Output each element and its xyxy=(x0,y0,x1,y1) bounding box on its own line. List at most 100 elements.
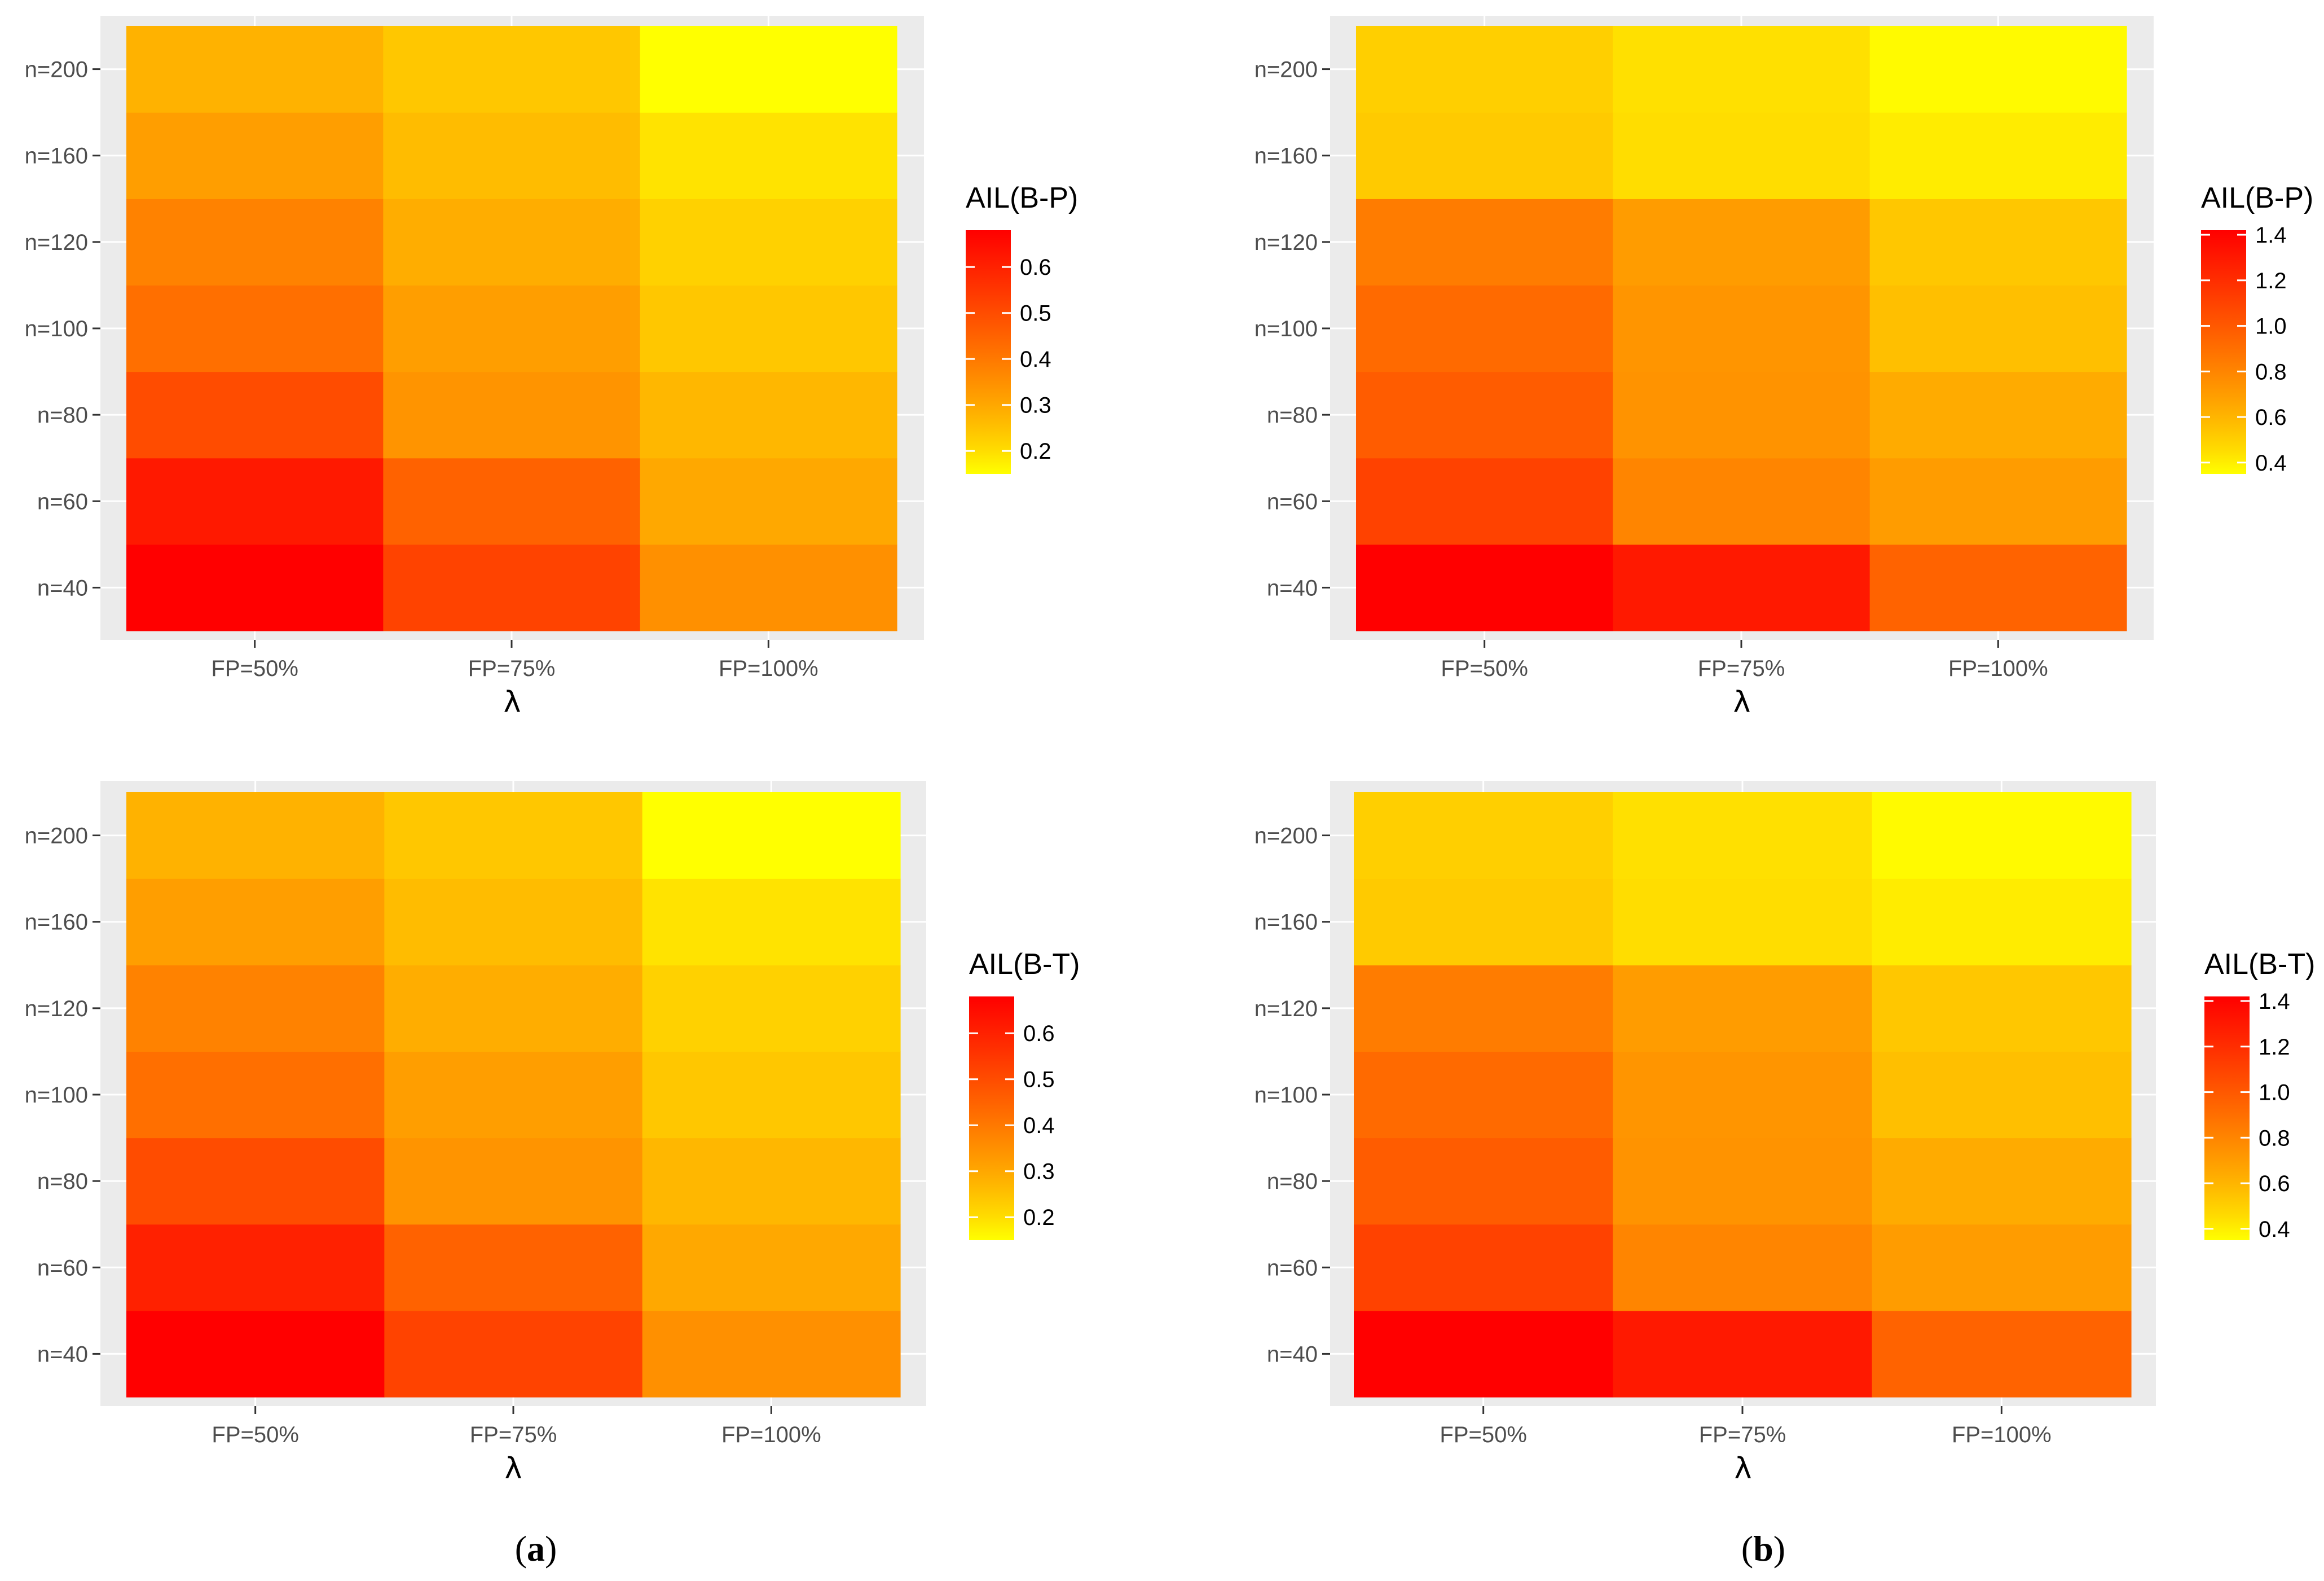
heatmap-tile xyxy=(126,371,384,459)
legend-tick-label: 0.2 xyxy=(1020,439,1051,464)
legend-tick-label: 0.5 xyxy=(1023,1068,1055,1092)
legend-tick-label: 1.0 xyxy=(2255,314,2287,339)
legend-tick-label: 0.4 xyxy=(2259,1217,2290,1242)
x-tick-label: FP=75% xyxy=(1698,656,1785,681)
heatmap-tile xyxy=(640,371,897,459)
heatmap-tile xyxy=(642,1310,901,1398)
y-tick-label: n=100 xyxy=(1255,317,1318,341)
heatmap-tile xyxy=(642,1224,901,1311)
heatmap-tile xyxy=(383,285,641,372)
legend-tick-label: 1.2 xyxy=(2259,1035,2290,1060)
y-tick-label: n=160 xyxy=(25,144,88,169)
heatmap-tile xyxy=(1613,371,1870,459)
x-axis-title: λ xyxy=(504,686,521,719)
legend-tick-label: 0.4 xyxy=(1023,1113,1055,1138)
heatmap-tile xyxy=(1354,1051,1613,1139)
legend-tick-label: 0.6 xyxy=(2255,405,2287,430)
legend-tick-label: 1.0 xyxy=(2259,1081,2290,1105)
heatmap-tile xyxy=(642,879,901,965)
y-tick-label: n=100 xyxy=(1255,1083,1318,1108)
heatmap-tile xyxy=(640,199,897,286)
y-tick-label: n=200 xyxy=(1255,58,1318,82)
heatmap-tile xyxy=(126,792,385,879)
heatmap-tile xyxy=(1872,965,2132,1052)
heatmap-tile xyxy=(1613,26,1870,113)
y-tick-label: n=40 xyxy=(1267,576,1318,600)
y-tick-label: n=80 xyxy=(1267,403,1318,428)
y-tick-label: n=40 xyxy=(1267,1342,1318,1367)
x-tick-label: FP=75% xyxy=(470,1422,557,1447)
x-tick-label: FP=75% xyxy=(1699,1422,1786,1447)
y-tick-label: n=100 xyxy=(25,317,88,341)
heatmap-tile xyxy=(383,26,641,113)
heatmap-tile xyxy=(384,1138,643,1225)
heatmap-tile xyxy=(1613,879,1873,965)
heatmap-tile xyxy=(126,458,384,545)
heatmap-tile xyxy=(383,544,641,631)
x-tick-label: FP=50% xyxy=(1440,1422,1527,1447)
heatmap-tile xyxy=(126,26,384,113)
heatmap-tile xyxy=(640,285,897,372)
heatmap-tile xyxy=(126,544,384,631)
heatmap-tile xyxy=(126,285,384,372)
heatmap-tile xyxy=(1356,26,1613,113)
x-tick-label: FP=50% xyxy=(211,656,298,681)
legend-title: AIL(B-T) xyxy=(969,948,1080,981)
legend-colorbar xyxy=(966,230,1011,474)
heatmap-tile xyxy=(1356,112,1613,199)
legend-title: AIL(B-P) xyxy=(966,182,1078,214)
heatmap-tile xyxy=(1356,371,1613,459)
heatmap-panel-a-top: n=40 n=60 n=80 n=100 n=120 n=160 n=200 FP=50% FP… xyxy=(25,16,1078,719)
heatmap-tile xyxy=(383,458,641,545)
heatmap-tile xyxy=(1613,792,1873,879)
caption-a: (a) xyxy=(515,1529,557,1569)
heatmap-tile xyxy=(1354,965,1613,1052)
heatmap-tile xyxy=(1356,285,1613,372)
heatmap-tile xyxy=(1613,458,1870,545)
heatmap-tile xyxy=(384,1224,643,1311)
heatmap-tile xyxy=(1613,1224,1873,1311)
heatmap-tile xyxy=(1872,1138,2132,1225)
heatmap-tile xyxy=(1613,544,1870,631)
heatmap-panel-b-top: n=40 n=60 n=80 n=100 n=120 n=160 n=200 FP=50% FP… xyxy=(1255,16,2313,719)
y-tick-label: n=200 xyxy=(25,824,88,849)
y-tick-label: n=60 xyxy=(1267,1255,1318,1280)
heatmap-tile xyxy=(126,199,384,286)
heatmap-tile xyxy=(1872,792,2132,879)
heatmap-tile xyxy=(126,965,385,1052)
legend-colorbar xyxy=(2201,230,2246,474)
heatmap-tile xyxy=(1869,544,2127,631)
y-tick-label: n=60 xyxy=(37,1255,88,1280)
x-axis-title: λ xyxy=(505,1452,522,1486)
heatmap-tile xyxy=(383,371,641,459)
y-tick-label: n=60 xyxy=(1267,489,1318,514)
heatmap-tile xyxy=(1869,458,2127,545)
heatmap-tile xyxy=(642,965,901,1052)
y-tick-label: n=160 xyxy=(25,910,88,935)
heatmap-tile xyxy=(384,792,643,879)
heatmap-tile xyxy=(126,1224,385,1311)
heatmap-tile xyxy=(1613,965,1873,1052)
legend-colorbar xyxy=(969,996,1014,1240)
x-tick-label: FP=100% xyxy=(719,656,818,681)
heatmap-tile xyxy=(1872,1051,2132,1139)
heatmap-tile xyxy=(642,1051,901,1139)
heatmap-tile xyxy=(642,1138,901,1225)
heatmap-tile xyxy=(383,199,641,286)
heatmap-tile xyxy=(1354,1224,1613,1311)
legend-tick-label: 1.2 xyxy=(2255,269,2287,293)
legend-tick-label: 0.6 xyxy=(2259,1171,2290,1196)
legend-tick-label: 0.5 xyxy=(1020,301,1051,326)
y-tick-label: n=80 xyxy=(37,1169,88,1194)
heatmap-tile xyxy=(1354,1310,1613,1398)
heatmap-panel-b-bottom: n=40 n=60 n=80 n=100 n=120 n=160 n=200 FP=50% FP… xyxy=(1255,781,2315,1486)
heatmap-tile xyxy=(1356,544,1613,631)
heatmap-tile xyxy=(1872,1224,2132,1311)
heatmap-tile xyxy=(1613,1051,1873,1139)
legend-tick-label: 0.6 xyxy=(1023,1021,1055,1046)
legend-title: AIL(B-P) xyxy=(2201,182,2313,214)
heatmap-tile xyxy=(1354,879,1613,965)
y-tick-label: n=200 xyxy=(25,58,88,82)
heatmap-tile xyxy=(1869,371,2127,459)
